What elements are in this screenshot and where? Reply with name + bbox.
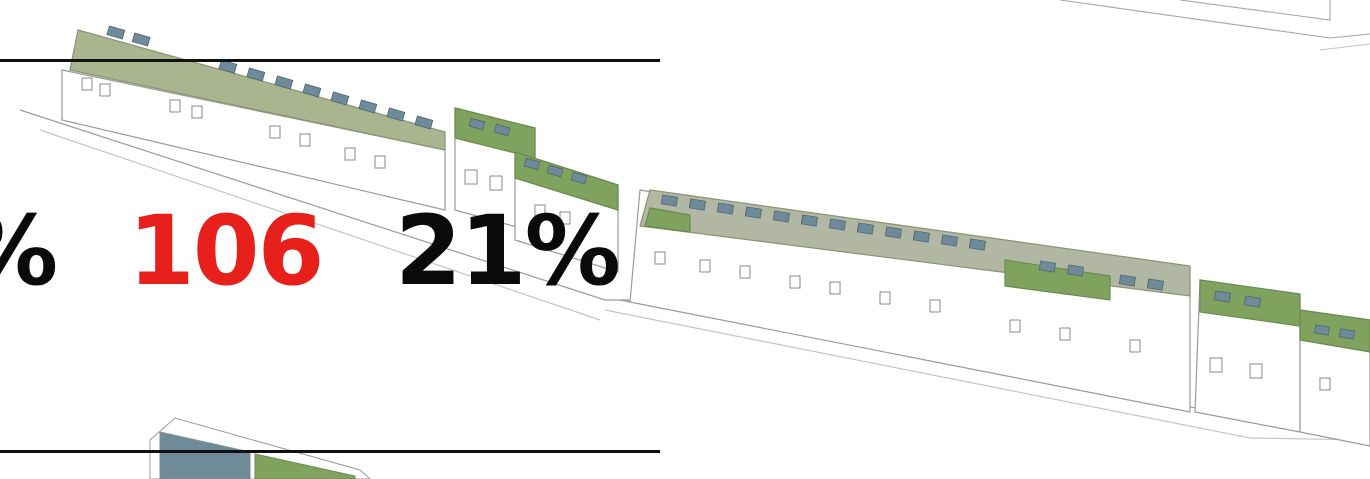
right-terrace-block [604, 189, 1370, 447]
stat-percent: 21% [395, 195, 621, 307]
stat-count: 106 [128, 195, 324, 307]
left-windows-doors [81, 77, 571, 225]
right-windows-doors [654, 251, 1331, 391]
right-solar-panel-row [660, 194, 1355, 340]
top-divider-rule [0, 59, 660, 62]
top-right-fragment [1059, 0, 1370, 51]
stat-partial-percent: % [0, 196, 58, 306]
bottom-fragment [149, 417, 371, 479]
left-solar-panel-row [106, 25, 588, 185]
bottom-divider-rule [0, 450, 660, 453]
